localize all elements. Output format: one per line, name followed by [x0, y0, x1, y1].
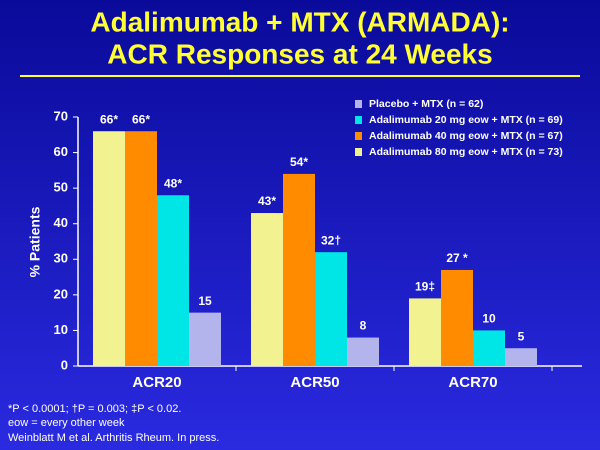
- y-tick-label: 20: [54, 286, 68, 301]
- y-tick-label: 0: [61, 357, 68, 372]
- y-tick-label: 60: [54, 144, 68, 159]
- footnote: Weinblatt M et al. Arthritis Rheum. In p…: [8, 432, 219, 444]
- footnote: eow = every other week: [8, 417, 125, 429]
- value-label: 48*: [164, 176, 182, 190]
- value-label: 66*: [100, 112, 118, 126]
- value-label: 32†: [321, 233, 341, 247]
- value-label: 27 *: [446, 251, 468, 265]
- y-tick-label: 50: [54, 180, 68, 195]
- bar: [315, 252, 347, 366]
- bar: [189, 312, 221, 366]
- chart-title: ACR Responses at 24 Weeks: [107, 38, 492, 69]
- x-tick-label: ACR70: [448, 374, 497, 391]
- value-label: 19‡: [415, 280, 435, 294]
- legend-label: Placebo + MTX (n = 62): [369, 98, 483, 110]
- bar: [93, 131, 125, 366]
- value-label: 5: [518, 329, 525, 343]
- footnote: *P < 0.0001; †P = 0.003; ‡P < 0.02.: [8, 403, 181, 415]
- legend-label: Adalimumab 40 mg eow + MTX (n = 67): [369, 130, 563, 142]
- value-label: 43*: [258, 194, 276, 208]
- value-label: 8: [360, 319, 367, 333]
- bar: [283, 173, 315, 366]
- bar: [505, 348, 537, 366]
- legend-label: Adalimumab 80 mg eow + MTX (n = 73): [369, 146, 563, 158]
- chart-title: Adalimumab + MTX (ARMADA):: [90, 6, 509, 37]
- value-label: 54*: [290, 155, 308, 169]
- y-tick-label: 30: [54, 251, 68, 266]
- x-tick-label: ACR20: [132, 374, 181, 391]
- bar: [157, 195, 189, 366]
- y-tick-label: 70: [54, 108, 68, 123]
- value-label: 66*: [132, 112, 150, 126]
- y-tick-label: 40: [54, 215, 68, 230]
- legend-swatch: [355, 148, 362, 156]
- bar: [347, 337, 379, 366]
- legend-swatch: [355, 132, 362, 140]
- legend-swatch: [355, 116, 362, 124]
- y-tick-label: 10: [54, 322, 68, 337]
- x-tick-label: ACR50: [290, 374, 339, 391]
- bar: [473, 330, 505, 366]
- value-label: 15: [198, 294, 212, 308]
- value-label: 10: [482, 312, 496, 326]
- bar: [251, 213, 283, 366]
- y-axis-label: % Patients: [27, 206, 43, 277]
- bar: [409, 298, 441, 366]
- legend-swatch: [355, 100, 362, 108]
- bar: [441, 269, 473, 366]
- bar: [125, 131, 157, 366]
- legend-label: Adalimumab 20 mg eow + MTX (n = 69): [369, 114, 563, 126]
